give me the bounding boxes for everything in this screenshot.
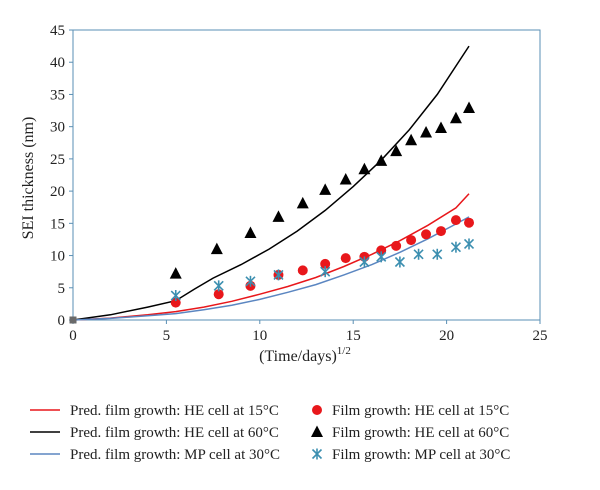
x-tick-label: 15 [346,328,361,344]
data-point-triangle [434,121,447,133]
y-tick-label: 15 [50,216,65,232]
data-point-asterisk [359,256,370,268]
legend-item: Pred. film growth: HE cell at 60°C [30,425,279,441]
y-tick-label: 0 [58,313,66,329]
data-point-asterisk [394,256,405,268]
data-point-triangle [463,101,476,113]
data-point-triangle [169,267,182,279]
legend-marker-circle [312,405,322,415]
data-point-circle [170,297,181,308]
data-point-circle [297,265,308,276]
x-axis-label-sup: 1/2 [337,345,351,357]
data-point-triangle [420,125,433,138]
data-point-triangle [244,226,257,238]
y-axis-label: SEI thickness (nm) [20,117,37,240]
prediction-line-2 [72,45,470,321]
legend-item: Film growth: MP cell at 30°C [311,447,510,463]
x-tick-label: 0 [69,328,77,344]
y-tick-label: 10 [50,249,65,265]
x-axis-label-base: (Time/days) [259,348,337,365]
plot-frame [72,29,541,321]
data-point-circle [435,226,446,237]
legend-item: Film growth: HE cell at 15°C [312,403,509,419]
legend: Pred. film growth: HE cell at 15°C Film g… [30,403,510,463]
legend-marker-asterisk [311,448,323,460]
data-point-asterisk [170,290,181,302]
x-tick-label: 10 [252,328,267,344]
origin-point [69,316,77,324]
prediction-lines [72,45,470,321]
x-tick-label: 20 [439,328,454,344]
data-point-circle [376,245,387,256]
data-point-triangle [319,183,332,195]
data-point-asterisk [432,248,443,260]
legend-label: Film growth: HE cell at 60°C [332,425,509,441]
data-point-triangle [210,242,223,255]
data-point-asterisk [213,280,224,292]
y-tick-label: 20 [50,184,65,200]
data-point-triangle [296,196,309,209]
data-point-triangle [339,173,352,185]
data-point-circle [406,235,417,246]
legend-label: Pred. film growth: HE cell at 60°C [70,425,279,441]
data-point-circle [213,289,224,300]
y-tick-label: 40 [50,55,65,71]
y-tick-label: 30 [50,120,65,136]
legend-item: Pred. film growth: HE cell at 15°C [30,403,279,419]
legend-label: Pred. film growth: MP cell at 30°C [70,447,280,463]
data-point-circle [421,229,432,240]
legend-marker-triangle [311,425,323,437]
data-point-circle [464,217,475,228]
data-point-circle [320,258,331,269]
data-point-asterisk [450,241,462,253]
plot-axes: 0 5 10 15 20 25 30 35 40 45 0 5 10 15 20 25 [50,23,548,344]
data-point-circle [450,215,461,226]
data-point-circle [391,240,402,251]
data-point-asterisk [245,275,256,287]
y-tick-label: 5 [58,281,66,297]
y-tick-label: 35 [50,87,65,103]
data-point-triangle [390,144,403,157]
data-point-asterisk [273,269,284,281]
prediction-line-1 [72,193,470,321]
data-point-triangle [405,133,418,146]
x-tick-label: 5 [163,328,171,344]
data-point-triangle [449,111,462,124]
data-point-asterisk [413,248,424,260]
data-point-triangle [272,210,285,222]
legend-label: Film growth: HE cell at 15°C [332,403,509,419]
legend-label: Pred. film growth: HE cell at 15°C [70,403,279,419]
prediction-line-3 [72,216,470,321]
data-point-triangle [358,162,371,175]
measurement-points [69,101,476,324]
x-axis-label: (Time/days)1/2 [259,345,351,365]
x-tick-label: 25 [533,328,548,344]
data-point-asterisk [320,266,331,278]
data-point-triangle [375,154,388,166]
legend-item: Pred. film growth: MP cell at 30°C [30,447,280,463]
data-point-asterisk [376,251,387,263]
legend-label: Film growth: MP cell at 30°C [332,447,510,463]
y-tick-label: 25 [50,152,65,168]
y-tick-label: 45 [50,23,65,39]
data-point-asterisk [463,238,475,250]
legend-item: Film growth: HE cell at 60°C [311,425,509,441]
data-point-circle [340,253,351,264]
